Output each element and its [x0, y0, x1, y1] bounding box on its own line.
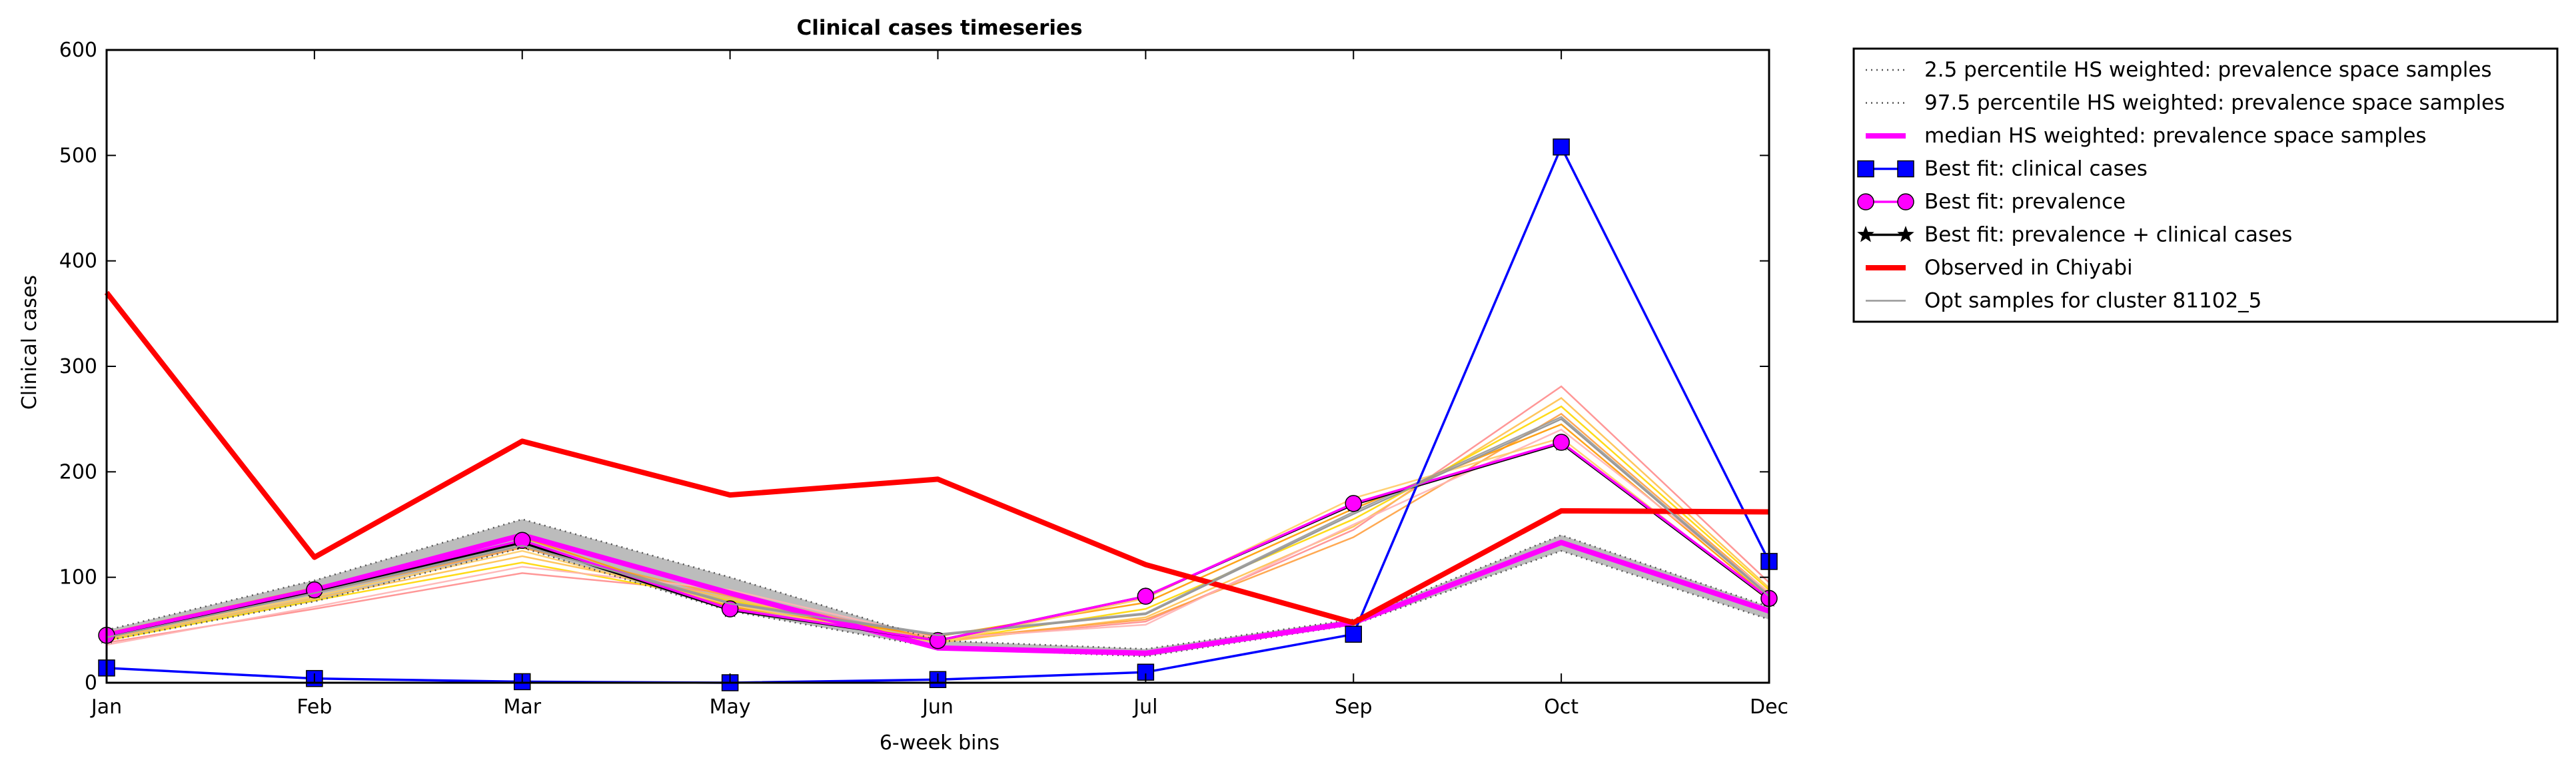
- legend-marker: [1857, 226, 1874, 242]
- legend-label: Best fit: prevalence + clinical cases: [1924, 223, 2292, 247]
- legend-marker: [1897, 193, 1914, 210]
- x-tick-label: Mar: [503, 695, 541, 719]
- legend-label: 97.5 percentile HS weighted: prevalence …: [1924, 91, 2505, 115]
- series-0: [106, 547, 1770, 657]
- legend-marker: [1857, 193, 1874, 210]
- legend-marker: [1857, 160, 1874, 178]
- y-tick-label: 200: [59, 460, 97, 484]
- series-point: [514, 532, 531, 549]
- x-tick-label: Oct: [1544, 695, 1579, 719]
- y-tick-label: 100: [59, 566, 97, 589]
- x-tick-label: Feb: [297, 695, 332, 719]
- series-layer: [98, 138, 1778, 691]
- legend: 2.5 percentile HS weighted: prevalence s…: [1852, 47, 2559, 323]
- series-4: [98, 434, 1778, 649]
- y-tick-label: 400: [59, 250, 97, 273]
- chart-title: Clinical cases timeseries: [796, 16, 1082, 40]
- legend-label: median HS weighted: prevalence space sam…: [1924, 124, 2427, 148]
- series-line: [106, 418, 1770, 639]
- legend-marker: [1897, 160, 1914, 178]
- plot-area: [98, 49, 1778, 691]
- ticks-layer: Jan Feb Mar May Jun Jul Sep Oct Dec 0 100 200 300 400…: [59, 39, 1788, 719]
- series-point: [1137, 587, 1155, 605]
- x-tick-label: Dec: [1750, 695, 1788, 719]
- series-line: [106, 547, 1770, 657]
- series-point: [1553, 138, 1570, 156]
- legend-label: 2.5 percentile HS weighted: prevalence s…: [1924, 58, 2492, 82]
- legend-entry: 2.5 percentile HS weighted: prevalence s…: [1866, 58, 2492, 82]
- series-point: [1345, 625, 1362, 643]
- x-tick-label: Sep: [1335, 695, 1373, 719]
- series-6: [104, 290, 1770, 625]
- y-tick-label: 0: [85, 671, 97, 695]
- y-tick-label: 300: [59, 355, 97, 378]
- y-tick-label: 500: [59, 144, 97, 167]
- series-point: [1553, 434, 1570, 451]
- legend-marker: [1897, 226, 1914, 242]
- x-axis-label: 6-week bins: [880, 731, 999, 755]
- y-tick-label: 600: [59, 39, 97, 62]
- series-point: [306, 581, 323, 599]
- series-line: [104, 290, 1770, 625]
- legend-items: 2.5 percentile HS weighted: prevalence s…: [1857, 58, 2505, 313]
- legend-entry: Best fit: prevalence + clinical cases: [1857, 223, 2292, 247]
- y-axis-label: Clinical cases: [18, 275, 41, 410]
- legend-entry: Opt samples for cluster 81102_5: [1866, 289, 2261, 313]
- legend-entry: Observed in Chiyabi: [1866, 256, 2133, 280]
- legend-label: Observed in Chiyabi: [1924, 256, 2133, 280]
- legend-entry: Best fit: prevalence: [1857, 190, 2126, 214]
- legend-frame: [1852, 47, 2559, 323]
- series-point: [1345, 495, 1362, 512]
- x-tick-label: May: [710, 695, 751, 719]
- legend-entry: Best fit: clinical cases: [1857, 157, 2148, 181]
- series-point: [929, 631, 947, 649]
- legend-label: Opt samples for cluster 81102_5: [1924, 289, 2261, 313]
- x-tick-label: Jan: [90, 695, 122, 719]
- x-tick-label: Jun: [921, 695, 954, 719]
- x-tick-label: Jul: [1132, 695, 1157, 719]
- legend-label: Best fit: prevalence: [1924, 190, 2126, 214]
- legend-label: Best fit: clinical cases: [1924, 157, 2148, 181]
- legend-entry: median HS weighted: prevalence space sam…: [1866, 124, 2427, 148]
- legend-entry: 97.5 percentile HS weighted: prevalence …: [1866, 91, 2505, 115]
- series-7: [106, 418, 1770, 639]
